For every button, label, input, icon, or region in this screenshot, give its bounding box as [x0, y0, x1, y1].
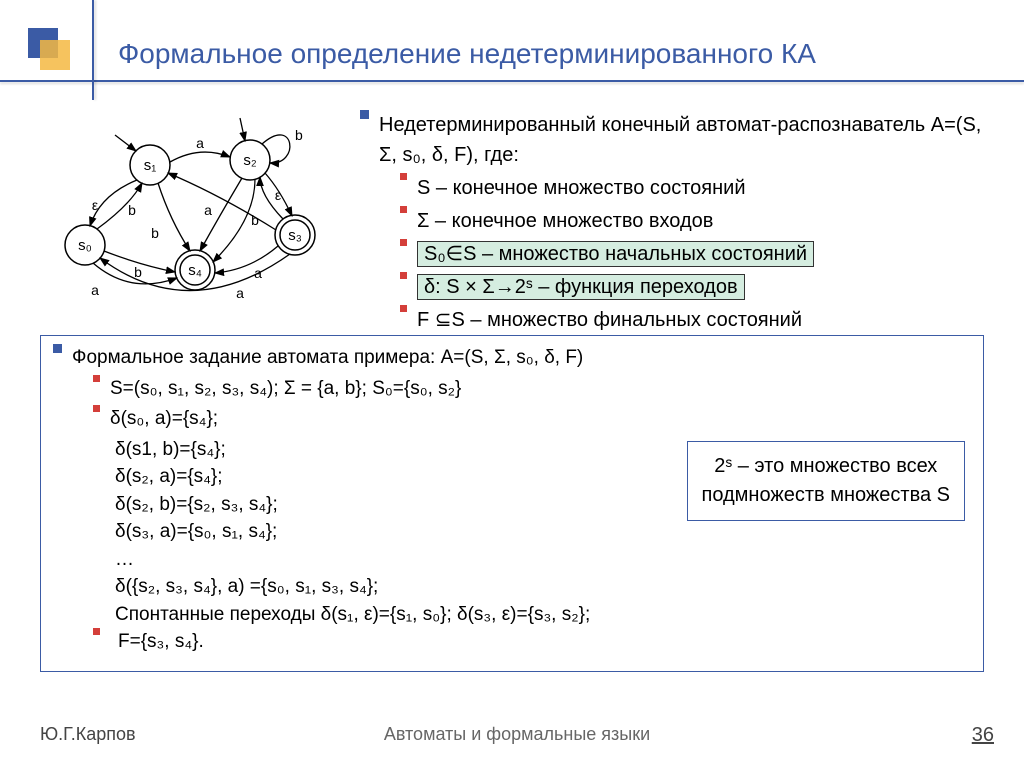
svg-text:ε: ε	[92, 197, 98, 213]
svg-text:a: a	[204, 202, 212, 218]
automaton-diagram: s₀s₁s₂s₃s₄abεbabbabεaa	[40, 110, 340, 315]
svg-text:s₄: s₄	[188, 262, 202, 279]
spec-line: δ(s₃, a)={s₀, s₁, s₄};	[53, 518, 971, 546]
spec-line: S=(s₀, s₁, s₂, s₃, s₄); Σ = {a, b}; S₀={…	[110, 375, 971, 403]
def-item: F ⊆S – множество финальных состояний	[417, 305, 984, 335]
svg-text:a: a	[196, 135, 204, 151]
def-item: S₀∈S – множество начальных состояний	[417, 239, 984, 269]
slide-title: Формальное определение недетерминированн…	[118, 38, 816, 70]
definition-list: Недетерминированный конечный автомат-рас…	[360, 110, 984, 338]
slide-logo	[28, 28, 78, 78]
spec-line: F={s₃, s₄}.	[110, 628, 971, 656]
svg-text:ε: ε	[275, 187, 281, 203]
def-item: δ: S × Σ→2ˢ – функция переходов	[417, 272, 984, 302]
horizontal-rule	[0, 80, 1024, 82]
spec-line: δ(s₀, a)={s₄};	[110, 405, 971, 433]
svg-text:b: b	[295, 127, 303, 143]
author: Ю.Г.Карпов	[40, 724, 136, 745]
course-name: Автоматы и формальные языки	[384, 724, 650, 745]
spec-title: Формальное задание автомата примера: A=(…	[72, 344, 971, 372]
def-item: Σ – конечное множество входов	[417, 206, 984, 236]
svg-text:b: b	[251, 212, 259, 228]
svg-text:s₀: s₀	[78, 237, 92, 254]
def-item: S – конечное множество состояний	[417, 173, 984, 203]
slide-footer: Ю.Г.Карпов Автоматы и формальные языки 3…	[40, 724, 994, 747]
svg-text:s₃: s₃	[288, 227, 302, 244]
spec-line: Спонтанные переходы δ(s₁, ε)={s₁, s₀}; δ…	[53, 601, 971, 629]
svg-text:a: a	[236, 285, 244, 301]
spec-line: δ({s₂, s₃, s₄}, a) ={s₀, s₁, s₃, s₄};	[53, 573, 971, 601]
formal-spec-box: Формальное задание автомата примера: A=(…	[40, 335, 984, 672]
page-number: 36	[972, 724, 994, 747]
intro-text: Недетерминированный конечный автомат-рас…	[379, 110, 984, 170]
vertical-rule	[92, 0, 94, 100]
svg-text:s₂: s₂	[243, 152, 257, 169]
spec-line: …	[53, 546, 971, 574]
svg-text:a: a	[91, 282, 99, 298]
powerset-note: 2ˢ – это множество всех подмножеств множ…	[687, 441, 966, 521]
svg-text:b: b	[128, 202, 136, 218]
svg-text:b: b	[151, 225, 159, 241]
svg-text:b: b	[134, 264, 142, 280]
svg-text:s₁: s₁	[144, 157, 157, 174]
